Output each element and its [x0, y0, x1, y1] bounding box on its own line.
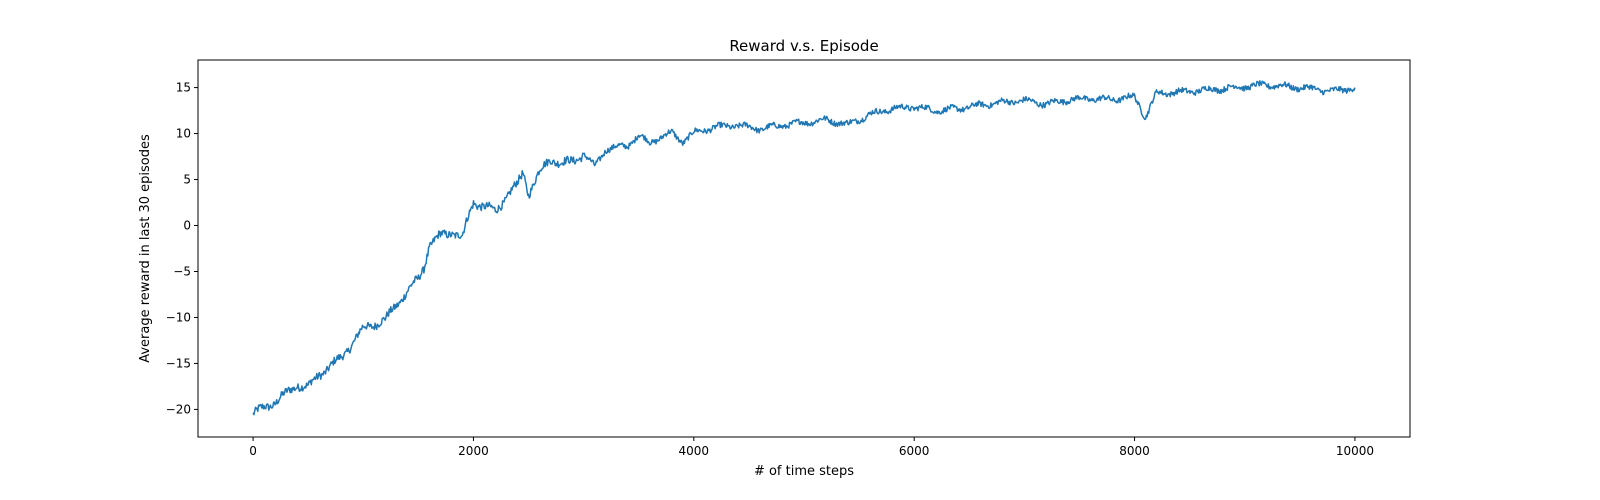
x-tick-label: 2000: [458, 444, 489, 458]
x-tick-label: 6000: [899, 444, 930, 458]
y-tick-label: −5: [173, 264, 191, 278]
x-axis-label: # of time steps: [754, 464, 854, 479]
x-tick-label: 0: [249, 444, 257, 458]
x-tick-label: 10000: [1336, 444, 1374, 458]
y-axis: −20 −15 −10 −5 0 5 10 15: [166, 81, 198, 416]
y-axis-label: Average reward in last 30 episodes: [138, 134, 153, 363]
plot-frame: [197, 59, 1411, 438]
plot-area: [197, 59, 1411, 438]
y-tick-label: 10: [176, 127, 191, 141]
x-tick-label: 8000: [1119, 444, 1150, 458]
x-tick-label: 4000: [679, 444, 710, 458]
series-line-0: [252, 80, 1356, 416]
x-axis: 0 2000 4000 6000 8000 10000: [249, 437, 1374, 458]
y-tick-label: −20: [166, 402, 191, 416]
y-tick-label: −15: [166, 356, 191, 370]
y-tick-label: −10: [166, 310, 191, 324]
y-tick-label: 15: [176, 81, 191, 95]
chart-title: Reward v.s. Episode: [729, 37, 878, 55]
y-tick-label: 5: [183, 173, 191, 187]
y-tick-label: 0: [183, 219, 191, 233]
